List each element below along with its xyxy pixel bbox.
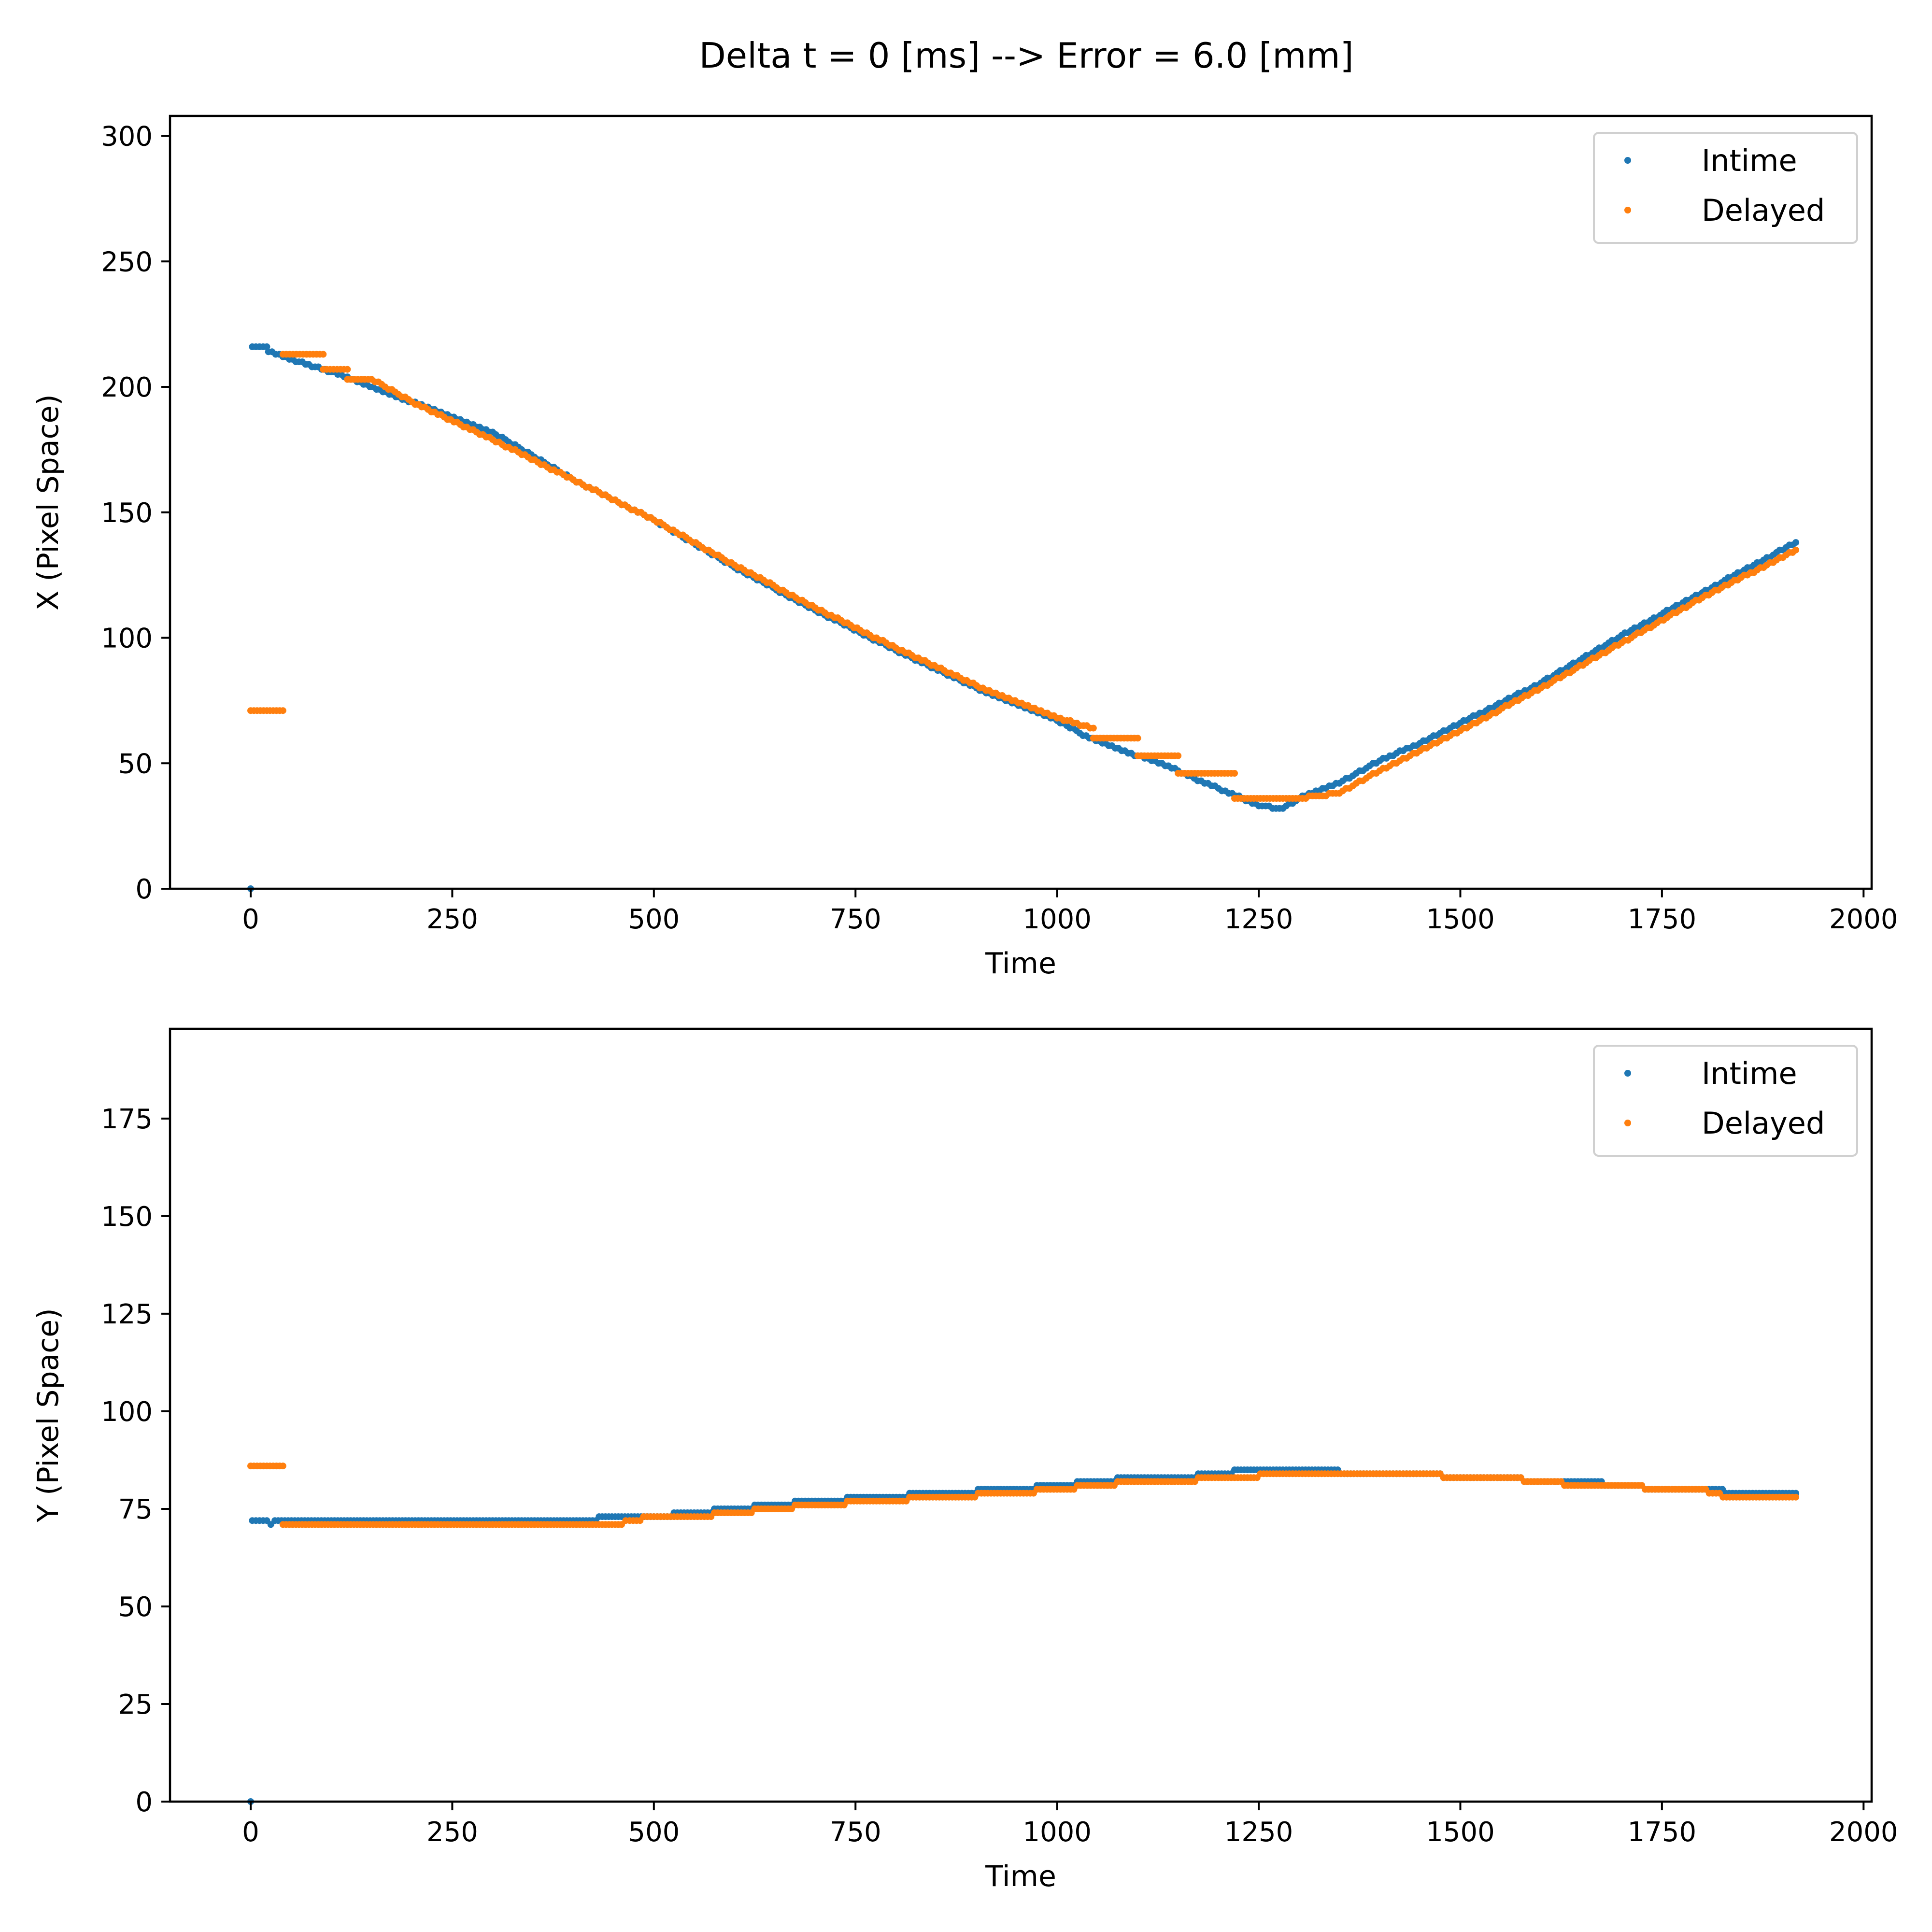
y-tick-label: 150 bbox=[101, 1201, 153, 1233]
series-intime bbox=[247, 1466, 1800, 1805]
legend-label-intime: Intime bbox=[1702, 1056, 1797, 1091]
data-point bbox=[279, 707, 286, 714]
data-point bbox=[1792, 539, 1800, 546]
x-tick-label: 1750 bbox=[1628, 904, 1697, 935]
legend: Intime Delayed bbox=[1593, 132, 1858, 244]
x-tick-label: 1750 bbox=[1628, 1817, 1697, 1848]
x-tick-label: 1000 bbox=[1023, 1817, 1092, 1848]
series-delayed bbox=[247, 351, 1800, 802]
data-markers bbox=[247, 343, 1800, 892]
legend-label-delayed: Delayed bbox=[1702, 1106, 1825, 1141]
y-tick-label: 100 bbox=[101, 1396, 153, 1428]
y-tick-label: 0 bbox=[135, 1787, 153, 1818]
y-tick-label: 75 bbox=[118, 1494, 153, 1525]
x-tick-label: 1500 bbox=[1426, 1817, 1495, 1848]
legend-label-intime: Intime bbox=[1702, 143, 1797, 178]
x-tick-label: 1250 bbox=[1224, 1817, 1293, 1848]
y-axis-label: X (Pixel Space) bbox=[31, 394, 65, 611]
data-point bbox=[1175, 752, 1182, 759]
axes-frame bbox=[169, 114, 1873, 890]
data-point bbox=[1090, 724, 1097, 732]
y-tick-label: 175 bbox=[101, 1104, 153, 1135]
x-tick-label: 250 bbox=[426, 904, 478, 935]
x-axis-label: Time bbox=[985, 1860, 1056, 1893]
x-tick-label: 250 bbox=[426, 1817, 478, 1848]
legend-label-delayed: Delayed bbox=[1702, 193, 1825, 228]
data-point bbox=[1792, 1493, 1800, 1501]
legend-marker-delayed bbox=[1624, 1120, 1631, 1126]
y-tick-label: 300 bbox=[101, 121, 153, 153]
x-axis-label: Time bbox=[985, 947, 1056, 980]
y-tick-label: 50 bbox=[118, 748, 153, 780]
data-markers bbox=[247, 1463, 1800, 1805]
x-tick-label: 0 bbox=[242, 1817, 259, 1848]
y-axis-label: Y (Pixel Space) bbox=[31, 1308, 65, 1522]
x-tick-label: 500 bbox=[628, 1817, 680, 1848]
y-tick-label: 150 bbox=[101, 497, 153, 529]
x-tick-label: 2000 bbox=[1829, 904, 1898, 935]
x-tick-label: 2000 bbox=[1829, 1817, 1898, 1848]
y-tick-label: 200 bbox=[101, 372, 153, 403]
legend-marker-intime bbox=[1624, 1070, 1631, 1077]
x-tick-label: 0 bbox=[242, 904, 259, 935]
x-position-panel: 0 250 500 750 1000 1250 1500 1750 2000 0 50 100 150 2… bbox=[31, 114, 1898, 980]
figure-suptitle: Delta t = 0 [ms] --> Error = 6.0 [mm] bbox=[699, 35, 1353, 76]
x-tick-label: 750 bbox=[830, 1817, 881, 1848]
data-point bbox=[344, 366, 351, 373]
data-point bbox=[1792, 546, 1800, 554]
data-point bbox=[1134, 735, 1141, 742]
legend: Intime Delayed bbox=[1593, 1045, 1858, 1157]
x-tick-label: 1500 bbox=[1426, 904, 1495, 935]
data-point bbox=[320, 351, 327, 358]
y-tick-label: 250 bbox=[101, 246, 153, 278]
y-tick-label: 0 bbox=[135, 874, 153, 905]
legend-box bbox=[1593, 132, 1858, 244]
y-position-panel: 0 250 500 750 1000 1250 1500 1750 2000 0 25 50 75 100… bbox=[31, 1027, 1898, 1893]
data-point bbox=[1231, 770, 1238, 777]
series-delayed bbox=[247, 1463, 1800, 1528]
y-tick-label: 25 bbox=[118, 1689, 153, 1720]
axes-frame bbox=[169, 1027, 1873, 1803]
legend-marker-intime bbox=[1624, 157, 1631, 164]
x-tick-label: 1250 bbox=[1224, 904, 1293, 935]
y-tick-label: 50 bbox=[118, 1591, 153, 1623]
x-tick-label: 750 bbox=[830, 904, 881, 935]
data-point bbox=[279, 1463, 286, 1470]
legend-box bbox=[1593, 1045, 1858, 1157]
x-tick-label: 500 bbox=[628, 904, 680, 935]
series-intime bbox=[247, 343, 1800, 892]
y-tick-label: 100 bbox=[101, 623, 153, 654]
legend-marker-delayed bbox=[1624, 207, 1631, 213]
x-tick-label: 1000 bbox=[1023, 904, 1092, 935]
y-tick-label: 125 bbox=[101, 1299, 153, 1330]
